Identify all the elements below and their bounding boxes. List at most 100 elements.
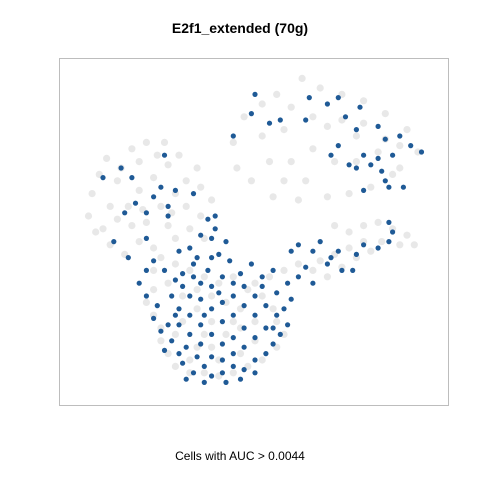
highlighted-cell-point: [180, 283, 186, 289]
background-cell-point: [360, 119, 368, 127]
background-cell-point: [197, 212, 205, 220]
highlighted-cell-point: [165, 213, 171, 219]
highlighted-cell-point: [201, 312, 207, 318]
highlighted-cell-point: [270, 325, 276, 331]
background-cell-point: [316, 84, 324, 92]
highlighted-cell-point: [379, 168, 385, 174]
highlighted-cell-point: [176, 351, 182, 357]
highlighted-cell-point: [295, 242, 301, 248]
highlighted-cell-point: [223, 379, 229, 385]
highlighted-cell-point: [143, 210, 149, 216]
highlighted-cell-point: [136, 280, 142, 286]
points-layer: [84, 74, 425, 385]
highlighted-cell-point: [216, 251, 222, 257]
highlighted-cell-point: [281, 306, 287, 312]
highlighted-cell-point: [357, 104, 363, 110]
highlighted-cell-point: [386, 219, 392, 225]
background-cell-point: [193, 305, 201, 313]
highlighted-cell-point: [230, 293, 236, 299]
highlighted-cell-point: [368, 162, 374, 168]
background-cell-point: [345, 244, 353, 252]
background-cell-point: [323, 193, 331, 201]
highlighted-cell-point: [194, 354, 200, 360]
highlighted-cell-point: [198, 232, 204, 238]
highlighted-cell-point: [165, 203, 171, 209]
background-cell-point: [280, 177, 288, 185]
highlighted-cell-point: [386, 239, 392, 245]
highlighted-cell-point: [390, 152, 396, 158]
highlighted-cell-point: [230, 280, 236, 286]
highlighted-cell-point: [169, 293, 175, 299]
highlighted-cell-point: [219, 370, 225, 376]
highlighted-cell-point: [303, 264, 309, 270]
background-cell-point: [186, 356, 194, 364]
highlighted-cell-point: [190, 274, 197, 280]
background-cell-point: [374, 218, 382, 226]
background-cell-point: [135, 238, 143, 246]
background-cell-point: [229, 138, 237, 146]
background-cell-point: [265, 273, 274, 281]
highlighted-cell-point: [259, 283, 265, 289]
background-cell-point: [157, 337, 165, 345]
background-cell-point: [135, 158, 143, 166]
background-cell-point: [316, 257, 324, 265]
background-cell-point: [269, 305, 277, 313]
highlighted-cell-point: [252, 293, 258, 299]
background-cell-point: [273, 318, 281, 326]
chart-title: E2f1_extended (70g): [171, 20, 309, 36]
highlighted-cell-point: [335, 143, 341, 149]
background-cell-point: [258, 356, 266, 364]
highlighted-cell-point: [266, 120, 273, 126]
highlighted-cell-point: [252, 357, 258, 363]
background-cell-point: [236, 350, 245, 358]
highlighted-cell-point: [129, 175, 135, 181]
highlighted-cell-point: [230, 312, 236, 318]
highlighted-cell-point: [241, 303, 247, 309]
background-cell-point: [208, 318, 216, 326]
highlighted-cell-point: [151, 315, 157, 321]
highlighted-cell-point: [223, 239, 229, 245]
highlighted-cell-point: [241, 283, 247, 289]
highlighted-cell-point: [187, 293, 193, 299]
highlighted-cell-point: [172, 187, 178, 193]
highlighted-cell-point: [212, 213, 218, 219]
highlighted-cell-point: [230, 363, 236, 369]
highlighted-cell-point: [328, 255, 334, 261]
highlighted-cell-point: [259, 274, 265, 280]
background-cell-point: [200, 330, 208, 338]
highlighted-cell-point: [190, 261, 197, 267]
highlighted-cell-point: [172, 312, 178, 318]
highlighted-cell-point: [219, 357, 225, 363]
highlighted-cell-point: [151, 258, 157, 264]
background-cell-point: [302, 177, 310, 185]
background-cell-point: [92, 228, 100, 236]
highlighted-cell-point: [158, 184, 164, 190]
background-cell-point: [193, 286, 201, 294]
highlighted-cell-point: [295, 274, 301, 280]
highlighted-cell-point: [328, 152, 334, 158]
background-cell-point: [99, 225, 107, 233]
highlighted-cell-point: [310, 280, 316, 286]
background-cell-point: [164, 222, 172, 230]
background-cell-point: [309, 145, 317, 153]
background-cell-point: [381, 110, 389, 118]
highlighted-cell-point: [212, 226, 218, 232]
background-cell-point: [403, 231, 411, 239]
background-cell-point: [171, 234, 179, 242]
background-cell-point: [269, 193, 277, 201]
background-cell-point: [222, 330, 230, 338]
background-cell-point: [396, 241, 404, 249]
background-cell-point: [128, 145, 136, 153]
background-cell-point: [186, 266, 194, 274]
highlighted-cell-point: [237, 271, 244, 277]
highlighted-cell-point: [277, 117, 283, 123]
background-cell-point: [374, 148, 382, 156]
highlighted-cell-point: [111, 239, 117, 245]
background-cell-point: [157, 202, 165, 210]
highlighted-cell-point: [201, 363, 207, 369]
highlighted-cell-point: [198, 341, 204, 347]
background-cell-point: [142, 138, 150, 146]
highlighted-cell-point: [324, 261, 330, 267]
highlighted-cell-point: [183, 376, 189, 382]
background-cell-point: [113, 215, 121, 223]
